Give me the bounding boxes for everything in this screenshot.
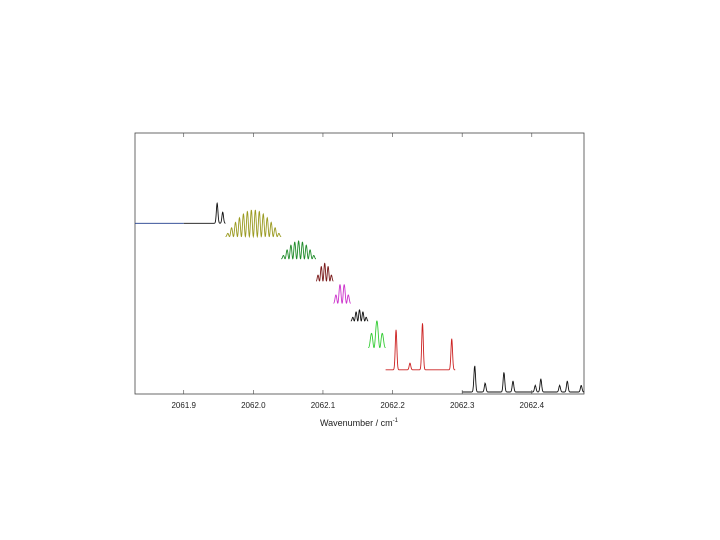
x-axis-label: Wavenumber / cm-1 bbox=[320, 418, 399, 428]
series-line-7 bbox=[368, 320, 386, 349]
x-tick-label: 2061.9 bbox=[171, 401, 196, 410]
series-line-2 bbox=[225, 209, 282, 239]
x-tick-label: 2062.3 bbox=[450, 401, 475, 410]
x-tick-label: 2062.4 bbox=[520, 401, 545, 410]
series-line-8 bbox=[385, 323, 456, 371]
series-line-5 bbox=[333, 284, 351, 304]
x-tick-label: 2062.2 bbox=[380, 401, 405, 410]
x-tick-label: 2062.1 bbox=[311, 401, 336, 410]
x-axis-label-superscript: -1 bbox=[393, 418, 399, 424]
plot-frame bbox=[134, 132, 585, 395]
series-line-1 bbox=[183, 201, 226, 224]
x-axis-ticks: 2061.9 2062.0 2062.1 2062.2 2062.3 2062.4 bbox=[171, 133, 545, 410]
x-tick-label: 2062.0 bbox=[241, 401, 266, 410]
series-line-9 bbox=[462, 365, 585, 393]
series-line-4 bbox=[315, 262, 334, 282]
series-layer bbox=[135, 201, 585, 393]
series-line-3 bbox=[281, 240, 316, 260]
series-line-6 bbox=[350, 309, 369, 322]
